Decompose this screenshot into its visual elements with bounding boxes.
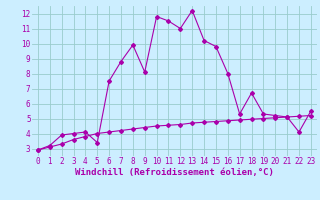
X-axis label: Windchill (Refroidissement éolien,°C): Windchill (Refroidissement éolien,°C) bbox=[75, 168, 274, 177]
